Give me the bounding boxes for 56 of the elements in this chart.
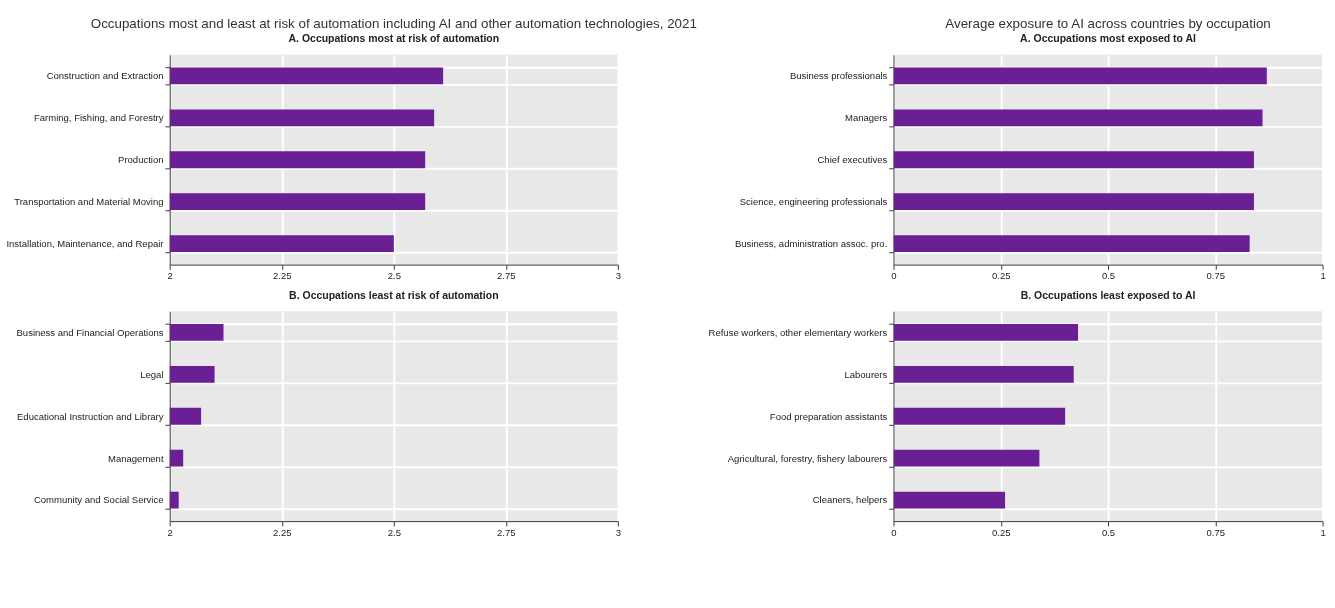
y-tick-label: Food preparation assistants: [769, 410, 888, 422]
x-tick-label: 0.25: [991, 526, 1011, 538]
y-tick-label: Refuse workers, other elementary workers: [708, 326, 888, 338]
x-tick-label: 0.75: [1206, 270, 1226, 282]
chart-title: B. Occupations least exposed to AI: [1020, 289, 1196, 301]
y-tick-label: Chief executives: [817, 154, 888, 166]
x-tick-label: 0: [891, 270, 897, 282]
x-tick-label: 0: [891, 526, 897, 538]
x-tick-label: 0.5: [1101, 526, 1116, 538]
x-tick-label: 2.75: [497, 270, 516, 282]
y-tick-label: Community and Social Service: [33, 494, 164, 506]
y-tick-label: Managers: [844, 112, 888, 124]
x-tick-label: 2.75: [497, 526, 516, 538]
bar: [893, 491, 1006, 509]
bar: [893, 235, 1250, 253]
chart-title: Average exposure to AI across countries by occupation: [945, 16, 1271, 32]
chart-title: Occupations most and least at risk of automation including AI and other automation technologies, 2021: [90, 16, 697, 32]
y-tick-label: Management: [107, 452, 164, 464]
y-tick-label: Transportation and Material Moving: [14, 196, 164, 208]
x-tick-label: 3: [615, 270, 622, 282]
y-tick-label: Production: [118, 154, 164, 166]
y-tick-label: Farming, Fishing, and Forestry: [33, 112, 164, 124]
bar: [893, 151, 1254, 169]
y-tick-label: Installation, Maintenance, and Repair: [6, 237, 165, 249]
bar: [893, 449, 1040, 467]
y-tick-label: Business professionals: [789, 70, 888, 82]
x-tick-label: 2.5: [387, 270, 401, 282]
x-tick-label: 3: [615, 526, 622, 538]
bar: [893, 365, 1074, 383]
chart-subtitle: A. Occupations most exposed to AI: [1020, 33, 1197, 45]
x-tick-label: 2.25: [272, 526, 292, 538]
y-tick-label: Labourers: [844, 368, 888, 380]
x-tick-label: 2: [167, 270, 173, 282]
bar: [893, 407, 1066, 425]
y-tick-label: Science, engineering professionals: [739, 196, 888, 208]
bar: [893, 109, 1263, 127]
y-tick-label: Legal: [140, 368, 164, 380]
bar: [893, 323, 1079, 341]
y-tick-label: Educational Instruction and Library: [17, 410, 164, 422]
x-tick-label: 0.5: [1101, 270, 1116, 282]
chart-subtitle: A. Occupations most at risk of automation: [288, 33, 500, 45]
x-tick-label: 2.5: [387, 526, 401, 538]
x-tick-label: 0.75: [1206, 526, 1226, 538]
y-tick-label: Construction and Extraction: [46, 70, 164, 82]
y-tick-label: Agricultural, forestry, fishery labourers: [727, 452, 888, 464]
y-tick-label: Cleaners, helpers: [812, 494, 888, 506]
x-tick-label: 0.25: [991, 270, 1011, 282]
x-tick-label: 1: [1320, 270, 1326, 282]
x-tick-label: 1: [1320, 526, 1326, 538]
x-tick-label: 2: [167, 526, 173, 538]
bar: [893, 67, 1267, 85]
chart-title: B. Occupations least at risk of automation: [289, 289, 499, 301]
y-tick-label: Business and Financial Operations: [16, 326, 164, 338]
x-tick-label: 2.25: [272, 270, 292, 282]
bar: [893, 193, 1254, 211]
y-tick-label: Business, administration assoc. pro.: [734, 237, 888, 249]
